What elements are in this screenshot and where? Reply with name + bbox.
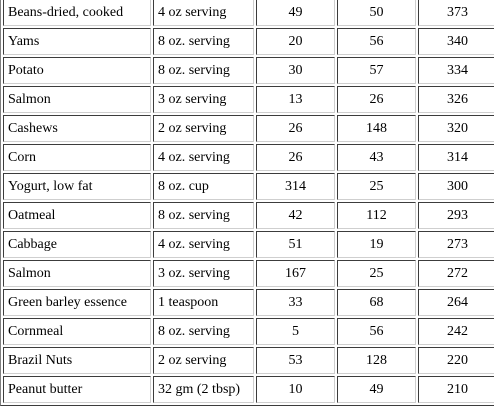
- food-name-cell: Oatmeal: [3, 202, 151, 229]
- value-col3-cell: 264: [418, 289, 494, 316]
- food-name-cell: Salmon: [3, 86, 151, 113]
- table-row: Green barley essence 1 teaspoon 33 68 264: [3, 289, 494, 316]
- value-col1-cell: 314: [256, 173, 335, 200]
- value-col3-cell: 300: [418, 173, 494, 200]
- table-row: Beans-dried, cooked 4 oz serving 49 50 373: [3, 0, 494, 26]
- food-name-cell: Cabbage: [3, 231, 151, 258]
- table-row: Yogurt, low fat 8 oz. cup 314 25 300: [3, 173, 494, 200]
- value-col1-cell: 53: [256, 347, 335, 374]
- serving-size-cell: 8 oz. serving: [153, 202, 254, 229]
- food-name-cell: Brazil Nuts: [3, 347, 151, 374]
- table-row: Yams 8 oz. serving 20 56 340: [3, 28, 494, 55]
- value-col1-cell: 26: [256, 115, 335, 142]
- value-col1-cell: 33: [256, 289, 335, 316]
- table-row: Oatmeal 8 oz. serving 42 112 293: [3, 202, 494, 229]
- value-col1-cell: 13: [256, 86, 335, 113]
- value-col3-cell: 326: [418, 86, 494, 113]
- value-col2-cell: 19: [337, 231, 416, 258]
- serving-size-cell: 1 teaspoon: [153, 289, 254, 316]
- serving-size-cell: 8 oz. serving: [153, 318, 254, 345]
- food-name-cell: Green barley essence: [3, 289, 151, 316]
- food-name-cell: Salmon: [3, 260, 151, 287]
- serving-size-cell: 3 oz serving: [153, 86, 254, 113]
- value-col1-cell: 167: [256, 260, 335, 287]
- value-col3-cell: 293: [418, 202, 494, 229]
- value-col2-cell: 57: [337, 57, 416, 84]
- value-col2-cell: 49: [337, 376, 416, 403]
- value-col2-cell: 50: [337, 0, 416, 26]
- value-col3-cell: 242: [418, 318, 494, 345]
- value-col1-cell: 20: [256, 28, 335, 55]
- food-name-cell: Cornmeal: [3, 318, 151, 345]
- value-col2-cell: 128: [337, 347, 416, 374]
- value-col3-cell: 272: [418, 260, 494, 287]
- value-col3-cell: 210: [418, 376, 494, 403]
- serving-size-cell: 32 gm (2 tbsp): [153, 376, 254, 403]
- table-row: Potato 8 oz. serving 30 57 334: [3, 57, 494, 84]
- table-row: Cornmeal 8 oz. serving 5 56 242: [3, 318, 494, 345]
- value-col2-cell: 25: [337, 173, 416, 200]
- food-name-cell: Yams: [3, 28, 151, 55]
- value-col3-cell: 314: [418, 144, 494, 171]
- serving-size-cell: 4 oz. serving: [153, 144, 254, 171]
- value-col3-cell: 340: [418, 28, 494, 55]
- table-row: Salmon 3 oz. serving 167 25 272: [3, 260, 494, 287]
- value-col1-cell: 51: [256, 231, 335, 258]
- food-name-cell: Potato: [3, 57, 151, 84]
- table-row: Cashews 2 oz serving 26 148 320: [3, 115, 494, 142]
- food-name-cell: Corn: [3, 144, 151, 171]
- serving-size-cell: 8 oz. serving: [153, 57, 254, 84]
- value-col1-cell: 49: [256, 0, 335, 26]
- value-col3-cell: 273: [418, 231, 494, 258]
- table-row: Brazil Nuts 2 oz serving 53 128 220: [3, 347, 494, 374]
- serving-size-cell: 8 oz. cup: [153, 173, 254, 200]
- table-row: Peanut butter 32 gm (2 tbsp) 10 49 210: [3, 376, 494, 403]
- value-col1-cell: 5: [256, 318, 335, 345]
- serving-size-cell: 4 oz serving: [153, 0, 254, 26]
- value-col2-cell: 56: [337, 318, 416, 345]
- value-col2-cell: 43: [337, 144, 416, 171]
- table-row: Cabbage 4 oz. serving 51 19 273: [3, 231, 494, 258]
- food-name-cell: Peanut butter: [3, 376, 151, 403]
- value-col2-cell: 25: [337, 260, 416, 287]
- value-col2-cell: 148: [337, 115, 416, 142]
- table-body: Beans-dried, cooked 4 oz serving 49 50 373 Ya…: [3, 0, 494, 403]
- value-col1-cell: 10: [256, 376, 335, 403]
- value-col2-cell: 112: [337, 202, 416, 229]
- value-col3-cell: 373: [418, 0, 494, 26]
- serving-size-cell: 4 oz. serving: [153, 231, 254, 258]
- value-col1-cell: 26: [256, 144, 335, 171]
- food-name-cell: Yogurt, low fat: [3, 173, 151, 200]
- value-col1-cell: 30: [256, 57, 335, 84]
- serving-size-cell: 2 oz serving: [153, 347, 254, 374]
- value-col3-cell: 320: [418, 115, 494, 142]
- serving-size-cell: 2 oz serving: [153, 115, 254, 142]
- food-name-cell: Beans-dried, cooked: [3, 0, 151, 26]
- serving-size-cell: 3 oz. serving: [153, 260, 254, 287]
- serving-size-cell: 8 oz. serving: [153, 28, 254, 55]
- food-name-cell: Cashews: [3, 115, 151, 142]
- table-row: Corn 4 oz. serving 26 43 314: [3, 144, 494, 171]
- value-col3-cell: 220: [418, 347, 494, 374]
- value-col2-cell: 68: [337, 289, 416, 316]
- value-col1-cell: 42: [256, 202, 335, 229]
- value-col3-cell: 334: [418, 57, 494, 84]
- table-row: Salmon 3 oz serving 13 26 326: [3, 86, 494, 113]
- value-col2-cell: 26: [337, 86, 416, 113]
- value-col2-cell: 56: [337, 28, 416, 55]
